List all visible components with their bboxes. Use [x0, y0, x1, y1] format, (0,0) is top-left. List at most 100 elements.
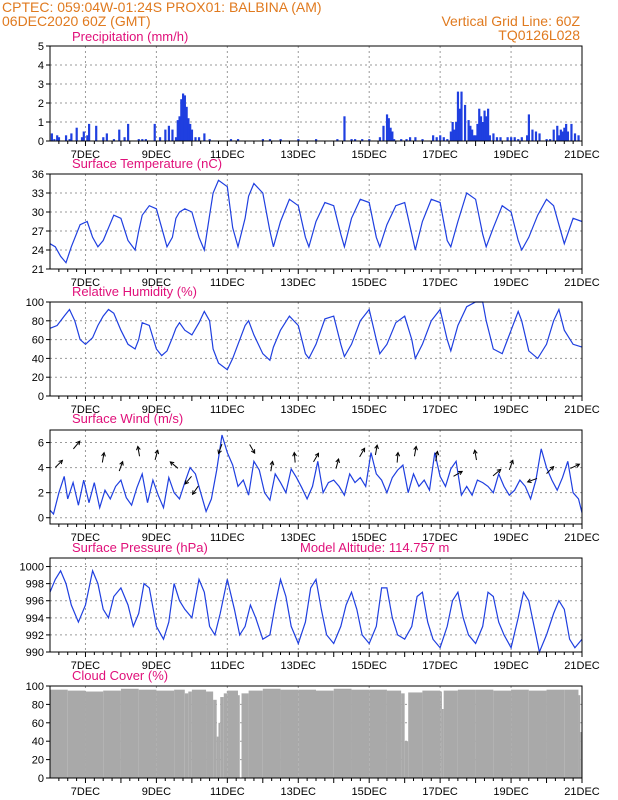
wind-arrow-head: [58, 459, 64, 465]
wind-point: [376, 473, 377, 474]
pressure-point: [204, 592, 205, 593]
wind-point: [237, 486, 238, 487]
pressure-point: [523, 592, 524, 593]
pressure-point: [411, 626, 412, 627]
wind-point: [64, 476, 65, 477]
pressure-point: [553, 613, 554, 614]
temp-point: [493, 227, 494, 228]
x-tick-label: 21DEC: [564, 660, 600, 672]
temp-point: [482, 234, 483, 235]
pressure-point: [463, 617, 464, 618]
y-tick-label: 0: [38, 391, 44, 403]
x-tick-label: 9DEC: [142, 149, 171, 161]
precip-bar: [194, 137, 197, 141]
y-tick-label: 6: [38, 438, 44, 450]
wind-arrow-shaft: [570, 463, 580, 469]
cloud-bar: [206, 691, 214, 778]
temp-point: [142, 215, 143, 216]
cloud-bar: [220, 697, 224, 778]
precip-bar: [387, 118, 390, 141]
temp-point: [156, 208, 157, 209]
temp-point: [376, 237, 377, 238]
pressure-point: [149, 587, 150, 588]
rh-point: [415, 358, 416, 359]
precip-bar: [408, 137, 412, 141]
wind-arrow-head: [292, 451, 297, 457]
precip-bar: [56, 135, 59, 141]
x-tick-label: 15DEC: [351, 277, 387, 289]
temp-point: [558, 224, 559, 225]
precip-bar: [453, 129, 456, 141]
x-tick-label: 11DEC: [210, 786, 245, 798]
temp-point: [253, 183, 254, 184]
wind-arrow-head: [526, 478, 532, 483]
temp-point: [166, 246, 167, 247]
pressure-point: [392, 617, 393, 618]
humidity-panel: Relative Humidity (%) 0 20 40 60 80 100 7DEC 9D…: [26, 284, 600, 416]
temp-point: [103, 240, 104, 241]
wind-point: [455, 461, 456, 462]
pressure-point: [404, 639, 405, 640]
wind-point: [280, 482, 281, 483]
wind-arrow-head: [184, 479, 190, 485]
temp-point: [450, 246, 451, 247]
precip-bar: [439, 135, 442, 141]
wind-point: [147, 502, 148, 503]
rh-point: [502, 353, 503, 354]
x-tick-label: 17DEC: [422, 404, 458, 416]
wind-point: [349, 473, 350, 474]
wind-arrow-shaft: [313, 452, 319, 463]
rh-point: [298, 325, 299, 326]
wind-point: [413, 473, 414, 474]
pressure-panel: Surface Pressure (hPa) Model Altitude: 1…: [20, 540, 600, 672]
wind-arrow-shaft: [184, 475, 192, 485]
cloud-bar: [440, 691, 442, 778]
y-tick-label: 36: [32, 169, 44, 181]
humidity-title: Relative Humidity (%): [72, 284, 197, 299]
wind-point: [365, 486, 366, 487]
wind-point: [205, 511, 206, 512]
wind-panel: Surface Wind (m/s) 0 2 4 6 7DEC 9DEC 11DEC 13DE…: [38, 411, 600, 544]
wind-point: [53, 513, 54, 514]
precip-bar: [236, 139, 240, 141]
wind-arrow-head: [509, 459, 514, 465]
cloud-bar: [280, 689, 299, 778]
rh-point: [440, 309, 441, 310]
precip-bar: [485, 116, 488, 141]
cloud-bar: [223, 693, 228, 778]
temp-point: [369, 202, 370, 203]
temp-point: [486, 246, 487, 247]
y-tick-label: 5: [38, 41, 44, 53]
rh-point: [64, 316, 65, 317]
pressure-point: [422, 592, 423, 593]
temp-point: [97, 246, 98, 247]
wind-point: [392, 477, 393, 478]
precip-bar: [368, 139, 371, 141]
precip-bar: [50, 133, 53, 141]
precip-bar: [86, 135, 89, 141]
precip-bar: [545, 139, 548, 141]
precip-bar: [552, 129, 555, 141]
wind-point: [189, 467, 190, 468]
wind-point: [493, 492, 494, 493]
precip-bar: [557, 135, 561, 141]
y-tick-label: 33: [32, 188, 44, 200]
rh-point: [411, 339, 412, 340]
precip-bar: [483, 110, 486, 141]
wind-point: [211, 498, 212, 499]
precip-bar: [158, 137, 162, 141]
precip-bar: [70, 133, 73, 141]
cloud-bar: [50, 689, 68, 778]
cloud-bar: [120, 688, 139, 778]
x-tick-label: 7DEC: [71, 277, 100, 289]
pressure-series-line: [49, 568, 583, 655]
pressure-point: [326, 634, 327, 635]
precip-bar: [68, 139, 71, 141]
precip-bar: [534, 131, 538, 141]
y-tick-label: 3: [38, 79, 44, 91]
x-tick-label: 21DEC: [564, 532, 600, 544]
x-tick-label: 13DEC: [281, 149, 317, 161]
y-tick-label: 24: [32, 245, 44, 257]
precip-bar: [88, 123, 91, 141]
